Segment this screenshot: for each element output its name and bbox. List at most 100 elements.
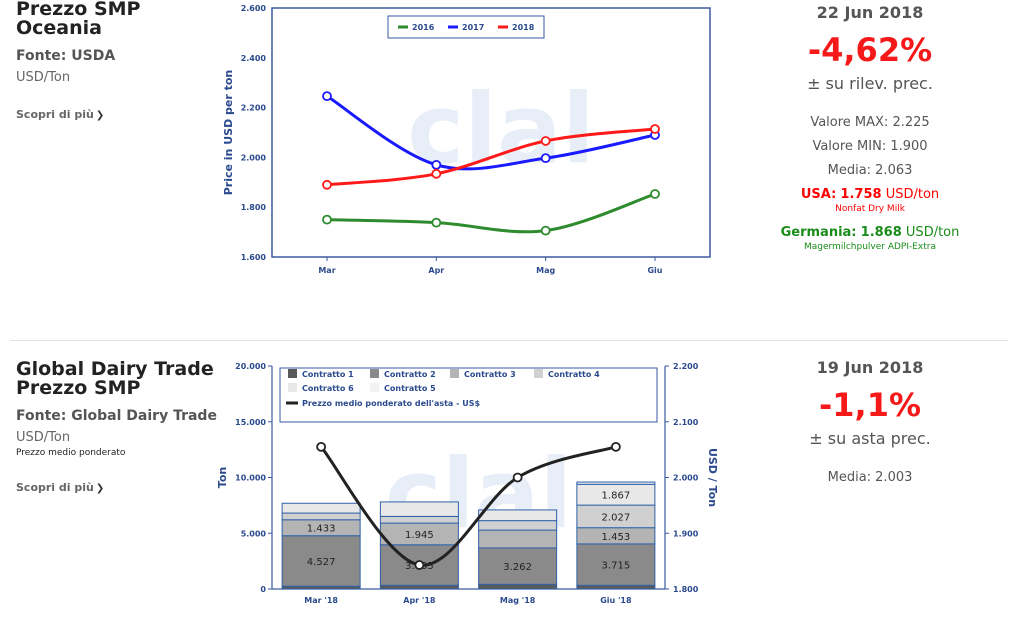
data-point	[431, 217, 442, 228]
bar-segment	[281, 512, 361, 521]
germany-product: Magermilchpulver ADPI-Extra	[803, 242, 936, 252]
y-tick-label: 1.600	[241, 253, 267, 262]
avg-value: Media: 2.003	[827, 470, 913, 485]
legend-swatch	[370, 369, 379, 378]
plot-frame	[271, 7, 711, 258]
data-point	[322, 214, 332, 225]
title-line2: Oceania	[16, 17, 102, 39]
bar-segment	[281, 502, 361, 514]
x-tick-label: Mag '18	[500, 596, 536, 605]
section2-stats: 19 Jun 2018 -1,1% ± su asta prec. Media:…	[770, 358, 970, 485]
usa-unit: USD/ton	[885, 187, 940, 202]
section1-info: Prezzo SMP Oceania Fonte: USDA USD/Ton S…	[16, 0, 226, 122]
x-tick-label: Giu	[647, 266, 662, 275]
y2-tick-label: 1.800	[673, 585, 699, 594]
change-label: ± su rilev. prec.	[807, 74, 933, 93]
y2-axis-label: USD / Ton	[706, 448, 719, 507]
bar-segment	[478, 583, 558, 590]
unit-label: USD/Ton	[16, 70, 71, 85]
usa-name: USA:	[800, 187, 837, 202]
bar-segment	[379, 584, 459, 590]
y-tick-label: 15.000	[235, 418, 266, 427]
legend-swatch	[370, 383, 379, 392]
legend-label: Contratto 1	[302, 370, 354, 379]
price-point	[512, 472, 523, 483]
page-title-2: Global Dairy Trade Prezzo SMP	[16, 360, 226, 398]
legend-label: Prezzo medio ponderato dell'asta - US$	[302, 399, 480, 408]
change-label: ± su asta prec.	[809, 429, 931, 448]
usa-market[interactable]: USA: 1.758 USD/ton Nonfat Dry Milk	[770, 188, 970, 216]
source-label: Fonte: Global Dairy Trade	[16, 408, 217, 424]
title-line1: Prezzo SMP	[16, 0, 141, 20]
legend-label: Contratto 3	[464, 370, 516, 379]
source-label: Fonte: USDA	[16, 48, 116, 64]
y2-tick-label: 2.100	[673, 418, 699, 427]
x-tick-label: Apr	[428, 266, 444, 275]
y-axis-label: Price in USD per ton	[222, 70, 235, 196]
bar-segment	[576, 481, 656, 485]
legend-swatch	[288, 369, 297, 378]
bar-segment	[576, 584, 656, 590]
y-tick-label: 2.400	[241, 54, 267, 63]
legend-swatch	[534, 369, 543, 378]
chevron-right-icon: ❯	[95, 483, 105, 494]
more-link-label: Scopri di più	[16, 108, 94, 121]
bar-segment	[379, 515, 459, 524]
bar-label: 1.867	[602, 491, 631, 502]
y-axis-label: Ton	[216, 467, 229, 488]
bar-label: 1.433	[307, 524, 336, 535]
chart1-container: clal 1.600 1.800 2.000 2.200 2.400 2.600 Mar Apr…	[210, 0, 730, 284]
y-tick-label: 10.000	[235, 474, 266, 483]
bar-label: 2.027	[602, 512, 631, 523]
title-line2: Prezzo SMP	[16, 377, 141, 399]
title-line1: Global Dairy Trade	[16, 358, 214, 380]
series-line-2018	[326, 127, 656, 187]
y-tick-label: 0	[260, 585, 266, 594]
bar-segment	[478, 547, 558, 585]
legend-label: Contratto 4	[548, 370, 600, 379]
data-point	[431, 168, 442, 179]
data-point	[540, 136, 551, 146]
bar-segment	[576, 543, 656, 586]
y-tick-label: 1.800	[241, 203, 267, 212]
y2-tick-label: 2.000	[673, 474, 699, 483]
price-line	[319, 445, 617, 567]
note-label: Prezzo medio ponderato	[16, 448, 126, 458]
more-link[interactable]: Scopri di più ❯	[16, 481, 104, 494]
gdt-bar-chart: clal05.00010.00015.00020.0001.8001.9002.…	[216, 362, 719, 605]
bar-label: 3.262	[503, 562, 532, 573]
change-percent: -1,1%	[818, 386, 922, 424]
data-point	[540, 225, 551, 236]
bar-label: 4.527	[307, 557, 336, 568]
legend-label: 2017	[462, 23, 484, 32]
bar-label: 3.715	[602, 561, 631, 572]
legend-label: Contratto 6	[302, 384, 354, 393]
data-point	[431, 159, 442, 170]
bar-segment	[281, 535, 361, 587]
min-value: Valore MIN: 1.900	[812, 139, 928, 154]
series-line-2016	[326, 192, 656, 234]
max-value: Valore MAX: 2.225	[810, 115, 930, 130]
data-point	[322, 179, 332, 190]
date-label: 22 Jun 2018	[816, 3, 924, 22]
more-link-label: Scopri di più	[16, 481, 94, 494]
x-tick-label: Giu '18	[600, 596, 632, 605]
chevron-right-icon: ❯	[95, 110, 105, 121]
bar-label: 1.945	[405, 530, 434, 541]
germany-market[interactable]: Germania: 1.868 USD/ton Magermilchpulver…	[770, 226, 970, 254]
date-label: 19 Jun 2018	[816, 358, 924, 377]
unit-label: USD/Ton	[16, 430, 71, 445]
legend-label: Contratto 2	[384, 370, 436, 379]
chart2-container: clal 0 5.000 10.000 15.000 20.000 1.800 1.900 2.…	[210, 352, 730, 616]
legend-label: Contratto 5	[384, 384, 436, 393]
legend-swatch	[288, 383, 297, 392]
y2-tick-label: 2.200	[673, 362, 699, 371]
usa-product: Nonfat Dry Milk	[835, 204, 905, 214]
y-tick-label: 2.200	[241, 104, 267, 113]
avg-value: Media: 2.063	[827, 163, 913, 178]
more-link[interactable]: Scopri di più ❯	[16, 108, 104, 121]
bar-segment	[478, 509, 558, 522]
legend-box	[387, 15, 545, 39]
y-tick-label: 5.000	[241, 529, 267, 538]
